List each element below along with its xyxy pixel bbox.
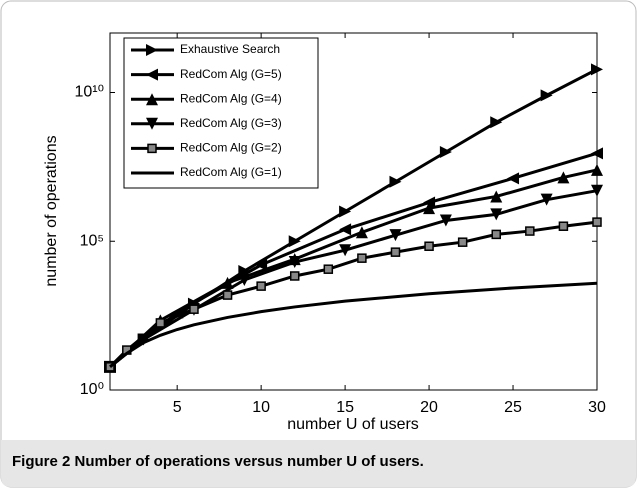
x-axis-label: number U of users [287,416,419,433]
marker [189,304,199,314]
marker [256,281,266,291]
y-tick-label: 10⁰ [80,381,104,398]
marker [591,184,603,197]
marker [339,205,352,218]
series-line [108,220,598,368]
marker [238,273,251,286]
marker [540,193,553,206]
marker [558,221,569,231]
marker [490,116,503,129]
marker [591,63,603,76]
marker [389,229,402,242]
legend-marker [146,93,158,106]
caption-band [1,440,636,487]
legend-label: RedCom Alg (G=4) [180,91,282,105]
marker [255,258,268,271]
y-axis-label: number of operations [43,135,60,286]
legend-label: RedCom Alg (G=3) [180,116,282,130]
marker [591,147,603,160]
marker [540,89,553,102]
legend-marker [146,68,158,81]
marker [357,253,367,263]
marker [423,202,436,215]
marker [355,226,368,239]
legend-label: RedCom Alg (G=1) [180,165,282,179]
marker [390,247,401,257]
marker [457,237,468,247]
legend-box [123,37,319,189]
marker [439,146,452,158]
x-tick-label: 5 [173,399,182,416]
marker [155,318,166,328]
legend-marker [146,117,158,130]
legend-marker [147,143,157,154]
marker [222,290,233,300]
marker [557,171,570,184]
x-tick-label: 15 [336,399,354,416]
y-tick-label: 10¹⁰ [74,84,104,101]
marker [591,163,603,176]
legend-label: RedCom Alg (G=5) [180,67,282,81]
marker [439,214,452,227]
legend-marker [146,44,158,56]
marker [525,226,535,236]
marker [490,208,503,221]
x-tick-label: 25 [504,399,522,416]
marker [592,217,602,227]
marker [289,271,300,281]
marker [490,190,503,203]
marker [323,264,334,274]
marker [288,235,301,248]
caption: Figure 2 Number of operations versus num… [12,453,424,470]
marker [491,229,501,240]
x-tick-label: 10 [252,399,270,416]
x-tick-label: 20 [420,399,438,416]
marker [137,333,150,346]
marker [424,241,434,251]
x-tick-label: 30 [588,399,606,416]
y-tick-label: 10⁵ [80,232,104,249]
marker [221,276,234,289]
legend-label: Exhaustive Search [180,42,280,56]
marker [288,256,301,269]
series-line [109,281,598,369]
marker [339,223,352,236]
marker [339,244,352,257]
legend-label: RedCom Alg (G=2) [180,141,282,155]
marker [389,175,402,188]
marker [507,172,520,185]
